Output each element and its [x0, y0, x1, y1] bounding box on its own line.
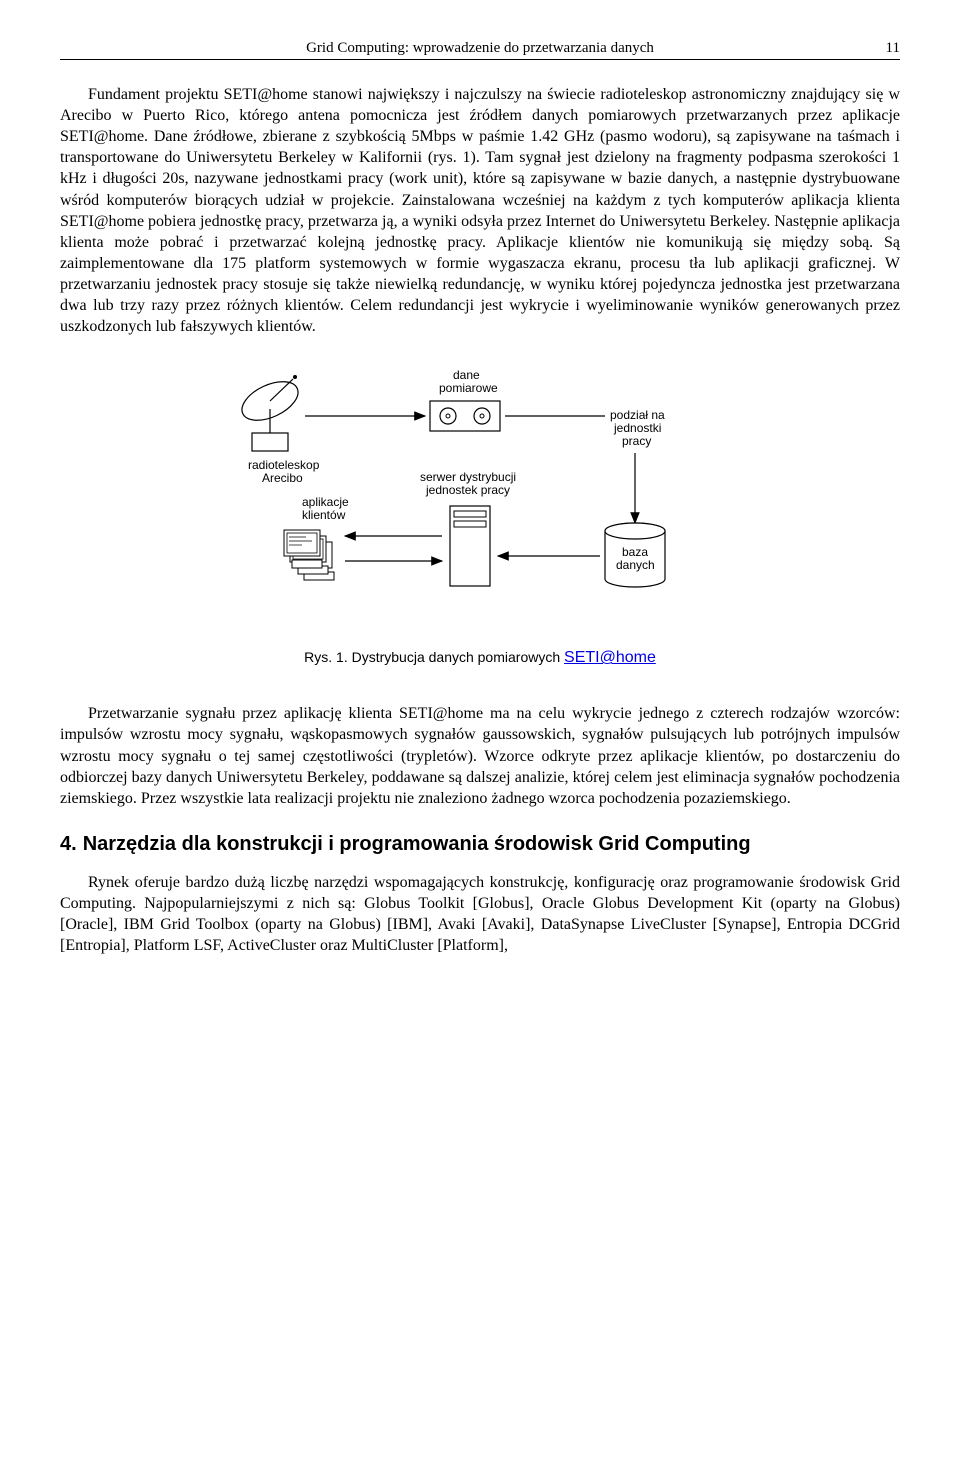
- seti-link[interactable]: SETI@home: [564, 649, 656, 666]
- tape-icon: [430, 401, 500, 431]
- page-number: 11: [886, 40, 900, 57]
- figure-caption-text: Rys. 1. Dystrybucja danych pomiarowych: [304, 649, 564, 665]
- section-4-heading: 4. Narzędzia dla konstrukcji i programowa…: [60, 833, 900, 856]
- label-aplikacje: aplikacje klientów: [302, 495, 352, 522]
- radiotelescope-icon: [236, 374, 304, 451]
- seti-diagram: radioteleskop Arecibo dane pomiarowe pod…: [210, 361, 750, 621]
- clients-icon: [284, 530, 334, 580]
- paragraph-2: Przetwarzanie sygnału przez aplikację kl…: [60, 703, 900, 809]
- label-podzial: podział na jednostki pracy: [610, 408, 668, 448]
- label-dane-pomiarowe: dane pomiarowe: [439, 368, 498, 395]
- section-number: 4.: [60, 833, 77, 855]
- paragraph-3: Rynek oferuje bardzo dużą liczbę narzędz…: [60, 872, 900, 956]
- label-radioteleskop: radioteleskop Arecibo: [248, 458, 323, 485]
- label-serwer: serwer dystrybucji jednostek pracy: [420, 470, 519, 497]
- paragraph-1: Fundament projektu SETI@home stanowi naj…: [60, 84, 900, 337]
- server-icon: [450, 506, 490, 586]
- page-header: Grid Computing: wprowadzenie do przetwar…: [60, 40, 900, 60]
- label-baza: baza danych: [616, 545, 655, 572]
- section-title: Narzędzia dla konstrukcji i programowani…: [83, 833, 751, 855]
- figure-caption: Rys. 1. Dystrybucja danych pomiarowych S…: [60, 649, 900, 667]
- header-title: Grid Computing: wprowadzenie do przetwar…: [306, 40, 654, 56]
